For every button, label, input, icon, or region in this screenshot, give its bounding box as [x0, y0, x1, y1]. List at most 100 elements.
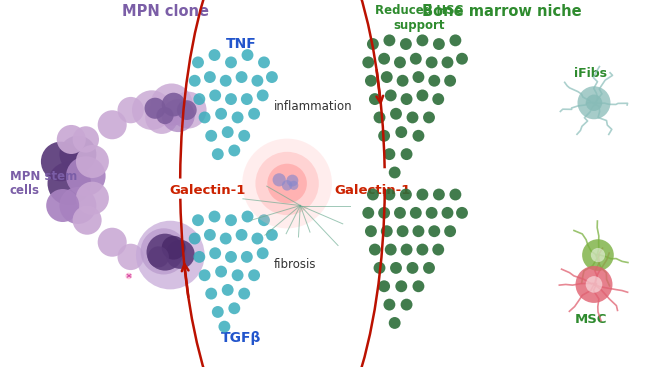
- Ellipse shape: [189, 75, 201, 87]
- Ellipse shape: [400, 38, 412, 50]
- Ellipse shape: [362, 207, 374, 219]
- Text: TGFβ: TGFβ: [220, 331, 261, 345]
- Ellipse shape: [401, 299, 412, 310]
- Ellipse shape: [228, 302, 240, 314]
- Ellipse shape: [383, 34, 395, 46]
- Ellipse shape: [145, 101, 178, 134]
- Ellipse shape: [209, 90, 221, 101]
- Ellipse shape: [248, 269, 260, 281]
- Ellipse shape: [397, 75, 409, 87]
- Ellipse shape: [586, 95, 602, 111]
- Ellipse shape: [378, 53, 390, 65]
- Ellipse shape: [407, 262, 418, 274]
- Ellipse shape: [432, 244, 444, 255]
- Ellipse shape: [412, 71, 424, 83]
- Ellipse shape: [381, 71, 393, 83]
- Ellipse shape: [199, 112, 211, 123]
- Ellipse shape: [378, 130, 390, 142]
- Ellipse shape: [73, 206, 102, 235]
- Ellipse shape: [432, 93, 444, 105]
- Ellipse shape: [225, 251, 237, 263]
- Ellipse shape: [73, 126, 99, 153]
- Ellipse shape: [374, 112, 385, 123]
- Ellipse shape: [193, 93, 205, 105]
- Text: Galectin-1: Galectin-1: [335, 184, 411, 197]
- Ellipse shape: [257, 247, 269, 259]
- Ellipse shape: [442, 57, 453, 68]
- Ellipse shape: [428, 225, 440, 237]
- Ellipse shape: [251, 75, 263, 87]
- Ellipse shape: [410, 53, 422, 65]
- Text: Reduced HSC
support: Reduced HSC support: [375, 4, 463, 32]
- Ellipse shape: [238, 288, 250, 299]
- Ellipse shape: [369, 93, 381, 105]
- Ellipse shape: [76, 145, 109, 178]
- Ellipse shape: [442, 207, 453, 219]
- Ellipse shape: [362, 57, 374, 68]
- Ellipse shape: [238, 130, 250, 142]
- Ellipse shape: [189, 233, 201, 244]
- Ellipse shape: [433, 189, 445, 200]
- Ellipse shape: [591, 248, 605, 262]
- Ellipse shape: [255, 152, 319, 215]
- Ellipse shape: [257, 90, 269, 101]
- Ellipse shape: [209, 211, 220, 222]
- Ellipse shape: [145, 98, 166, 119]
- Ellipse shape: [147, 234, 183, 270]
- Ellipse shape: [199, 269, 211, 281]
- Ellipse shape: [220, 75, 232, 87]
- Ellipse shape: [416, 189, 428, 200]
- Ellipse shape: [162, 99, 195, 132]
- Ellipse shape: [395, 126, 407, 138]
- Ellipse shape: [248, 108, 260, 120]
- Ellipse shape: [225, 57, 237, 68]
- Ellipse shape: [228, 145, 240, 156]
- Ellipse shape: [367, 38, 379, 50]
- Text: MPN stem
cells: MPN stem cells: [10, 170, 77, 197]
- Text: MPN clone: MPN clone: [121, 4, 209, 18]
- Ellipse shape: [456, 53, 468, 65]
- Ellipse shape: [367, 189, 379, 200]
- Ellipse shape: [407, 112, 418, 123]
- Ellipse shape: [374, 262, 385, 274]
- Ellipse shape: [412, 130, 424, 142]
- Ellipse shape: [426, 207, 438, 219]
- Text: Galectin-1: Galectin-1: [170, 184, 246, 197]
- Ellipse shape: [444, 75, 456, 87]
- Ellipse shape: [98, 228, 127, 257]
- Ellipse shape: [585, 276, 603, 293]
- Text: TNF: TNF: [226, 37, 256, 51]
- Ellipse shape: [401, 93, 412, 105]
- Ellipse shape: [389, 317, 401, 329]
- Ellipse shape: [416, 34, 428, 46]
- Ellipse shape: [582, 239, 614, 271]
- Ellipse shape: [76, 182, 109, 215]
- Ellipse shape: [383, 299, 395, 310]
- Ellipse shape: [177, 100, 197, 120]
- Ellipse shape: [59, 136, 96, 172]
- Ellipse shape: [258, 57, 270, 68]
- Ellipse shape: [236, 71, 248, 83]
- Ellipse shape: [385, 244, 397, 255]
- Ellipse shape: [412, 225, 424, 237]
- Ellipse shape: [381, 225, 393, 237]
- Ellipse shape: [416, 244, 428, 255]
- Ellipse shape: [162, 93, 185, 116]
- Ellipse shape: [59, 187, 96, 224]
- Ellipse shape: [400, 189, 412, 200]
- Ellipse shape: [66, 156, 106, 196]
- Ellipse shape: [136, 221, 205, 290]
- Ellipse shape: [365, 75, 377, 87]
- Ellipse shape: [242, 49, 253, 61]
- Ellipse shape: [212, 306, 224, 318]
- Ellipse shape: [410, 207, 422, 219]
- Ellipse shape: [57, 125, 86, 154]
- Ellipse shape: [251, 233, 263, 244]
- Ellipse shape: [378, 207, 390, 219]
- Ellipse shape: [242, 211, 253, 222]
- Ellipse shape: [192, 57, 204, 68]
- Ellipse shape: [209, 49, 220, 61]
- Ellipse shape: [394, 207, 406, 219]
- Ellipse shape: [449, 34, 461, 46]
- Ellipse shape: [412, 280, 424, 292]
